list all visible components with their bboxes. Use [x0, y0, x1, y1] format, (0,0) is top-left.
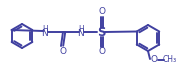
- Text: O: O: [99, 47, 106, 56]
- Text: CH₃: CH₃: [163, 56, 177, 64]
- Text: S: S: [97, 26, 105, 38]
- Text: H: H: [78, 25, 84, 34]
- Text: N: N: [41, 29, 47, 38]
- Text: O: O: [59, 47, 66, 56]
- Text: O: O: [150, 56, 158, 64]
- Text: H: H: [42, 25, 48, 34]
- Text: N: N: [77, 29, 83, 38]
- Text: O: O: [99, 8, 106, 16]
